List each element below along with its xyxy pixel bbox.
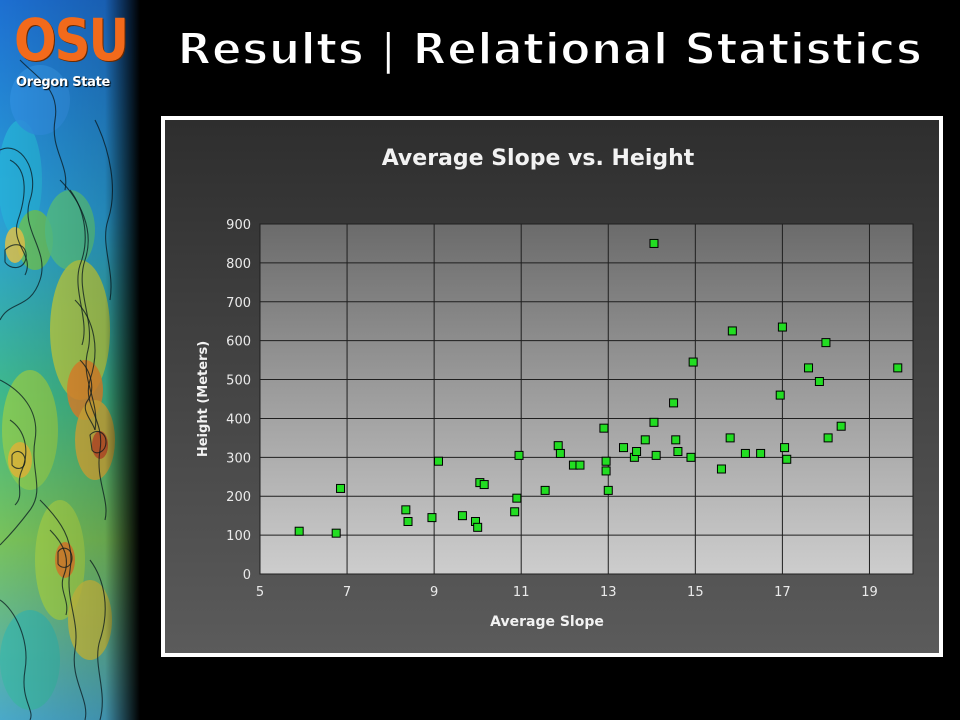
data-point <box>893 363 903 373</box>
data-point <box>336 483 346 493</box>
data-point <box>479 480 489 490</box>
data-point <box>727 326 737 336</box>
data-point <box>716 464 726 474</box>
data-point <box>669 398 679 408</box>
data-point <box>540 485 550 495</box>
data-point <box>725 433 735 443</box>
data-points <box>294 238 903 538</box>
scatter-chart: 0 100 200 300 400 500 600 700 800 900 5 7 9 11 13 15 17 1… <box>165 120 939 653</box>
data-point <box>331 528 341 538</box>
y-tick-label: 300 <box>226 451 251 466</box>
data-point <box>603 485 613 495</box>
data-point <box>782 454 792 464</box>
slide-title: Results | Relational Statistics <box>176 23 923 76</box>
data-point <box>649 417 659 427</box>
chart-title: Average Slope vs. Height <box>382 146 695 171</box>
gridlines <box>259 223 913 575</box>
data-point <box>510 507 520 517</box>
data-point <box>403 517 413 526</box>
data-point <box>686 452 696 462</box>
data-point <box>823 433 833 443</box>
osu-logo: OSU Oregon State <box>14 6 129 90</box>
y-tick-label: 800 <box>226 257 251 272</box>
data-point <box>780 443 790 453</box>
y-tick-label: 500 <box>226 374 251 389</box>
data-point <box>814 377 824 386</box>
data-point <box>651 450 661 460</box>
y-tick-label: 0 <box>243 568 251 583</box>
y-tick-label: 200 <box>226 490 251 505</box>
data-point <box>740 448 750 458</box>
plot-area <box>259 223 914 575</box>
data-point <box>821 338 831 348</box>
data-point <box>575 460 585 470</box>
x-tick-label: 17 <box>774 585 791 600</box>
data-point <box>599 423 609 433</box>
topographic-sidebar: OSU Oregon State <box>0 0 140 720</box>
data-point <box>756 448 766 458</box>
data-point <box>512 493 522 503</box>
x-tick-label: 13 <box>600 585 617 600</box>
data-point <box>671 435 681 445</box>
x-tick-label: 7 <box>343 585 351 600</box>
data-point <box>673 447 683 456</box>
y-tick-label: 100 <box>226 529 251 544</box>
data-point <box>427 513 437 523</box>
data-point <box>619 443 629 453</box>
data-point <box>804 363 814 373</box>
data-point <box>775 390 785 400</box>
data-point <box>473 522 483 532</box>
x-tick-label: 15 <box>687 585 704 600</box>
y-tick-label: 900 <box>226 218 251 233</box>
data-point <box>777 322 787 332</box>
data-point <box>688 357 698 367</box>
x-axis-label: Average Slope <box>490 614 604 630</box>
y-tick-label: 600 <box>226 335 251 350</box>
data-point <box>457 511 467 521</box>
tick-labels: 0 100 200 300 400 500 600 700 800 900 5 7 9 11 13 15 17 1… <box>226 218 878 600</box>
data-point <box>601 456 611 466</box>
data-point <box>632 447 642 456</box>
y-axis-label: Height (Meters) <box>196 341 211 457</box>
data-point <box>401 505 411 515</box>
x-tick-label: 9 <box>430 585 438 600</box>
y-tick-label: 400 <box>226 412 251 427</box>
data-point <box>649 238 659 248</box>
osu-logo-mark: OSU <box>14 7 129 74</box>
data-point <box>294 526 304 536</box>
data-point <box>640 435 650 445</box>
x-tick-label: 11 <box>513 585 530 600</box>
chart-frame: 0 100 200 300 400 500 600 700 800 900 5 7 9 11 13 15 17 1… <box>161 116 943 657</box>
osu-logo-subtitle: Oregon State <box>16 75 111 90</box>
y-tick-label: 700 <box>226 296 251 311</box>
data-point <box>433 456 443 466</box>
data-point <box>555 448 565 458</box>
x-tick-label: 5 <box>256 585 264 600</box>
x-tick-label: 19 <box>861 585 878 600</box>
topographic-map-image <box>0 0 140 720</box>
data-point <box>836 421 846 431</box>
data-point <box>514 450 524 460</box>
data-point <box>553 441 563 451</box>
data-point <box>601 466 611 476</box>
